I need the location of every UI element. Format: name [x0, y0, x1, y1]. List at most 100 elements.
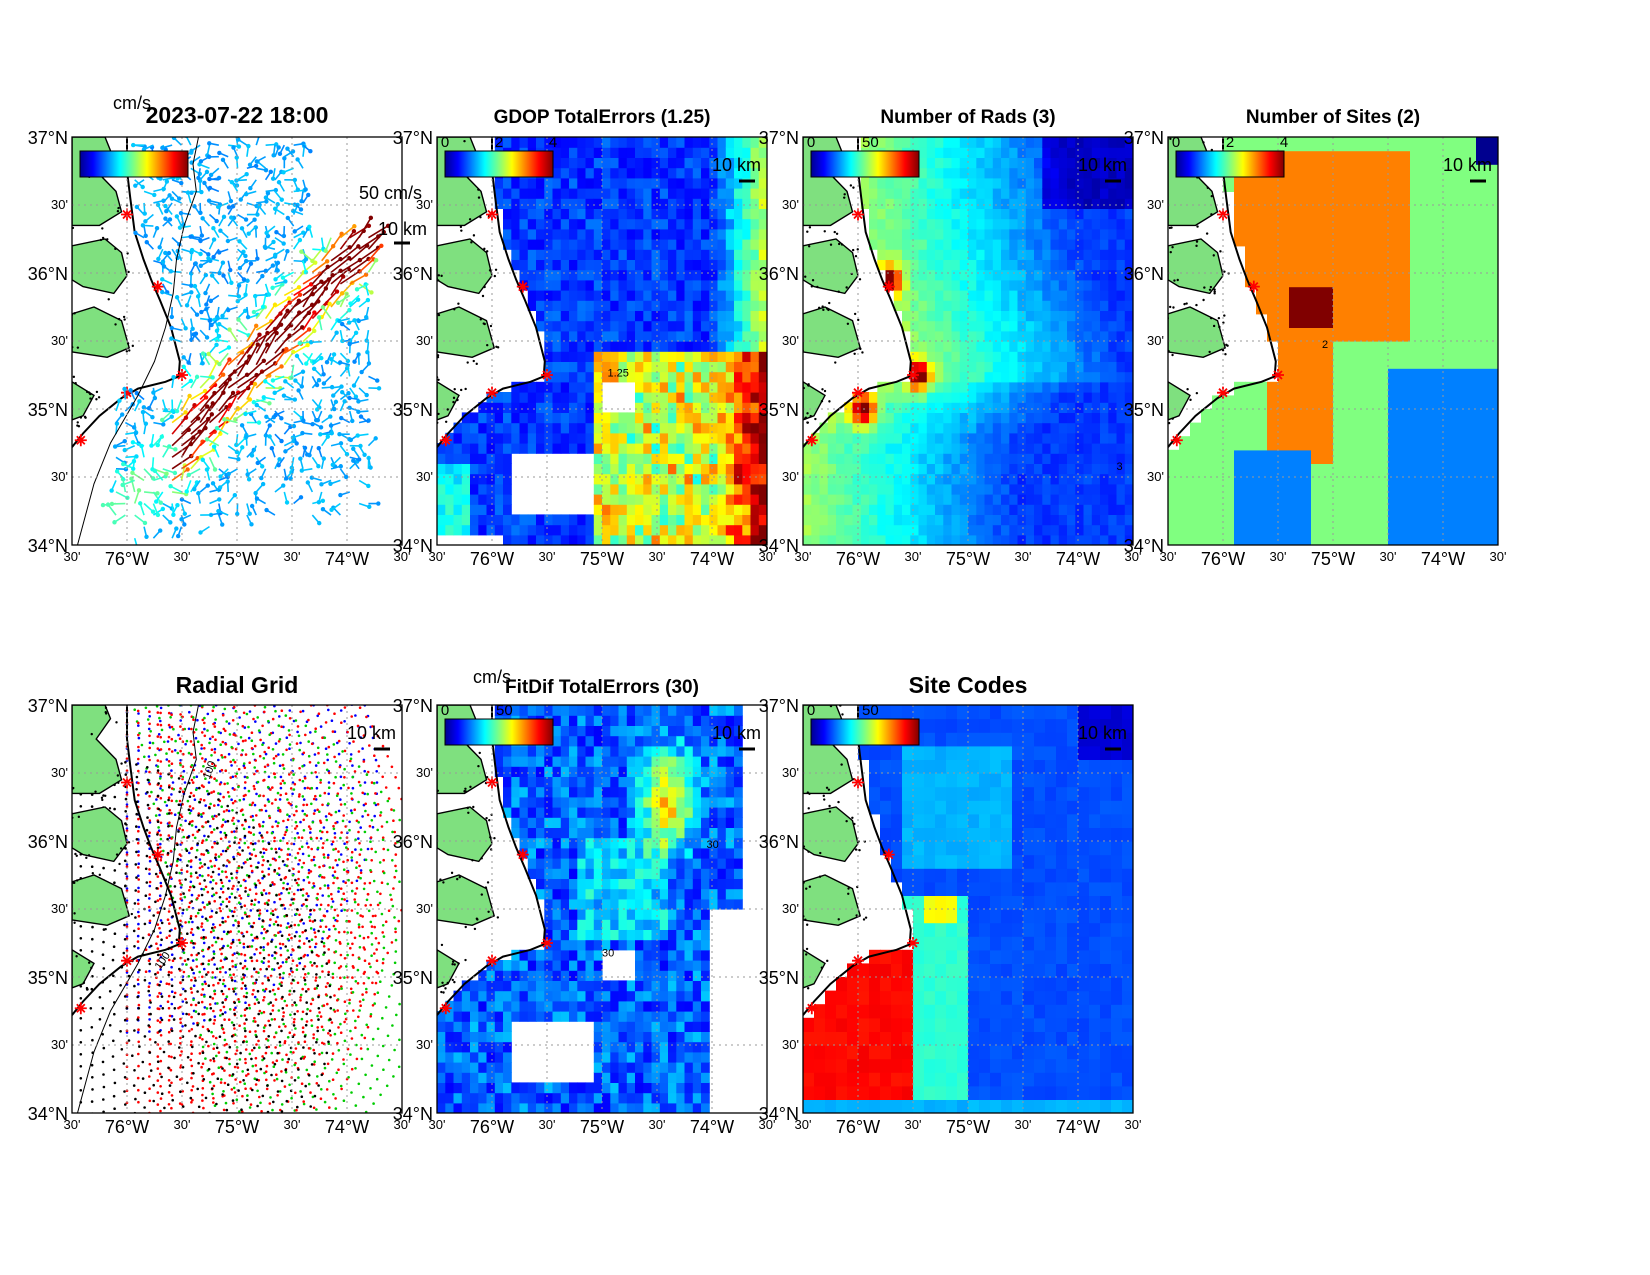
grid-cell — [869, 463, 878, 475]
grid-cell — [1234, 395, 1246, 410]
grid-cell — [742, 290, 752, 301]
current-vector-head — [246, 143, 251, 149]
grid-cell — [643, 208, 653, 220]
grid-cell — [626, 239, 636, 250]
grid-cell — [593, 524, 603, 536]
grid-cell — [643, 300, 653, 311]
grid-cell — [734, 330, 743, 342]
grid-cell — [635, 300, 644, 311]
grid-cell — [494, 483, 504, 495]
grid-cell — [844, 534, 854, 545]
grid-cell — [1025, 361, 1035, 373]
grid-cell — [959, 412, 969, 424]
grid-cell — [1100, 412, 1109, 424]
grid-cell — [1116, 147, 1126, 158]
grid-cell — [869, 239, 878, 250]
grid-cell — [1300, 368, 1312, 383]
grid-cell — [968, 443, 977, 454]
grid-cell — [577, 381, 587, 393]
grid-cell — [1075, 239, 1085, 250]
current-vector-head — [328, 356, 334, 362]
current-vector-head — [270, 176, 276, 181]
grid-cell — [725, 300, 735, 311]
grid-cell — [1083, 239, 1093, 250]
current-vector-head — [277, 457, 282, 462]
grid-cell — [577, 228, 587, 240]
grid-cell — [1116, 514, 1126, 526]
grid-cell — [1025, 330, 1035, 342]
grid-cell — [1355, 245, 1367, 260]
grid-cell — [519, 249, 529, 260]
grid-cell — [709, 300, 719, 311]
grid-cell — [585, 351, 595, 362]
grid-cell — [701, 198, 710, 209]
grid-cell — [684, 514, 694, 526]
grid-cell — [635, 239, 644, 250]
grid-cell — [651, 249, 661, 260]
grid-cell — [676, 218, 686, 230]
grid-cell — [1067, 137, 1076, 148]
grid-cell — [1001, 483, 1010, 495]
grid-cell — [552, 218, 562, 230]
lon-tick-label: 30' — [64, 549, 81, 564]
current-vector — [367, 259, 377, 273]
grid-cell — [1311, 341, 1323, 356]
grid-cell — [992, 504, 1002, 515]
current-vector-head — [229, 215, 234, 220]
grid-cell — [935, 443, 944, 454]
grid-cell — [1091, 239, 1101, 250]
grid-cell — [1083, 188, 1093, 199]
grid-cell — [618, 524, 628, 536]
current-vector-head — [200, 216, 205, 221]
grid-cell — [717, 137, 727, 148]
grid-cell — [959, 514, 969, 526]
current-vector-head — [267, 423, 272, 428]
grid-cell — [860, 422, 870, 434]
grid-cell — [1333, 300, 1345, 315]
grid-cell — [959, 381, 969, 393]
grid-cell — [560, 259, 570, 271]
grid-cell — [709, 269, 719, 281]
grid-cell — [503, 483, 512, 495]
grid-cell — [1009, 483, 1019, 495]
grid-cell — [692, 330, 702, 342]
grid-cell — [643, 392, 653, 403]
coast-dot — [125, 350, 129, 353]
current-vector-head — [273, 412, 278, 418]
grid-cell — [1050, 514, 1060, 526]
grid-cell — [1058, 228, 1068, 240]
grid-cell — [992, 147, 1002, 158]
grid-cell — [1190, 436, 1202, 451]
grid-cell — [1300, 354, 1312, 369]
radar-site-marker — [852, 208, 864, 221]
coast-dot — [494, 268, 498, 271]
grid-cell — [1278, 137, 1290, 152]
current-vector-head — [311, 366, 317, 371]
grid-cell — [734, 147, 743, 158]
grid-cell — [1377, 436, 1389, 451]
grid-cell — [976, 290, 986, 301]
coast-dot — [465, 131, 467, 133]
current-vector-head — [303, 257, 309, 262]
current-vector-head — [188, 234, 193, 239]
grid-cell — [478, 432, 488, 444]
grid-cell — [1034, 443, 1043, 454]
grid-cell — [860, 392, 870, 403]
grid-cell — [494, 463, 504, 475]
grid-cell — [626, 514, 636, 526]
grid-cell — [1116, 249, 1126, 260]
current-vector-head — [220, 260, 226, 265]
grid-cell — [902, 259, 911, 271]
grid-cell — [1083, 279, 1093, 291]
lat-tick-label: 30' — [416, 197, 433, 212]
grid-cell — [643, 361, 653, 373]
grid-cell — [742, 157, 752, 169]
current-vector-head — [181, 364, 186, 370]
current-vector-head — [254, 496, 260, 501]
grid-cell — [1289, 218, 1301, 233]
grid-cell — [1009, 167, 1019, 179]
radar-site-marker — [486, 386, 498, 399]
grid-cell — [1050, 279, 1060, 291]
grid-cell — [511, 432, 521, 444]
grid-cell — [893, 177, 903, 189]
